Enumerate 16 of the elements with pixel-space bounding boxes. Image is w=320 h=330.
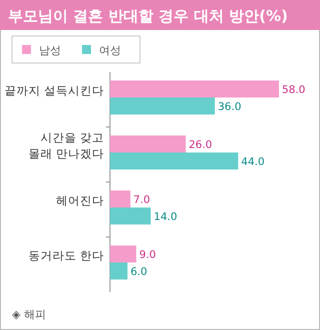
- data-label: 9.0: [139, 249, 156, 261]
- data-label: 14.0: [154, 211, 178, 223]
- y-tick-label: 시간을 갖고 몰래 만나겠다: [28, 130, 104, 160]
- data-label: 36.0: [218, 101, 242, 113]
- legend-label: 여성: [99, 44, 121, 57]
- y-tick-label: 동거라도 한다: [28, 248, 104, 262]
- y-tick-label: 끝까지 설득시킨다: [4, 84, 104, 98]
- legend-label: 남성: [39, 44, 61, 57]
- data-label: 7.0: [133, 194, 150, 206]
- chart-title: 부모님이 결혼 반대할 경우 대처 방안(%): [8, 7, 288, 25]
- text: ◈ 해피: [12, 308, 46, 321]
- data-label: 44.0: [241, 156, 265, 168]
- data-label: 26.0: [188, 139, 212, 151]
- data-label: 58.0: [282, 84, 306, 96]
- data-label: 6.0: [130, 266, 148, 278]
- y-tick-label: 헤어진다: [56, 194, 104, 208]
